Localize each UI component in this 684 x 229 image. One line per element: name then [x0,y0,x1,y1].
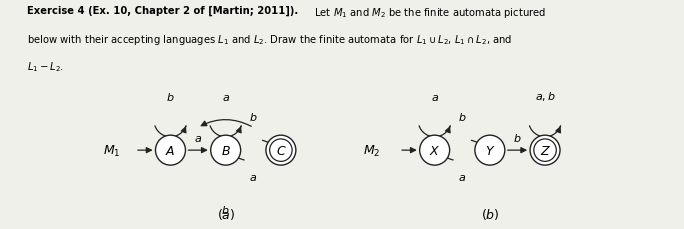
Circle shape [530,136,560,165]
Text: $(a)$: $(a)$ [217,206,235,221]
Text: $\it{C}$: $\it{C}$ [276,144,286,157]
Text: $\it{A}$: $\it{A}$ [166,144,176,157]
Text: $a$: $a$ [431,93,438,102]
Text: $a$: $a$ [194,134,202,143]
Text: $b$: $b$ [249,110,258,122]
Text: $M_2$: $M_2$ [363,143,380,158]
Text: $a$: $a$ [458,172,466,182]
Text: below with their accepting languages $L_1$ and $L_2$. Draw the finite automata f: below with their accepting languages $L_… [27,33,513,47]
Text: $\it{Z}$: $\it{Z}$ [540,144,551,157]
Text: Exercise 4 (Ex. 10, Chapter 2 of [Martin; 2011]).: Exercise 4 (Ex. 10, Chapter 2 of [Martin… [27,6,299,16]
Text: $a, b$: $a, b$ [534,90,555,102]
Text: $M_1$: $M_1$ [103,143,120,158]
Text: Let $M_1$ and $M_2$ be the finite automata pictured: Let $M_1$ and $M_2$ be the finite automa… [311,6,547,20]
Text: $\it{B}$: $\it{B}$ [221,144,231,157]
Text: $(b)$: $(b)$ [481,206,499,221]
Circle shape [211,136,241,165]
Text: $b$: $b$ [513,131,522,143]
Circle shape [266,136,296,165]
Text: $b$: $b$ [166,90,174,102]
Text: $L_1-L_2$.: $L_1-L_2$. [27,60,64,74]
Text: $\it{Y}$: $\it{Y}$ [485,144,495,157]
Text: $a$: $a$ [222,93,230,102]
Circle shape [420,136,449,165]
Text: $b$: $b$ [458,110,466,122]
Text: $a$: $a$ [249,172,257,182]
Circle shape [155,136,185,165]
Text: $b$: $b$ [222,204,230,215]
Text: $\it{X}$: $\it{X}$ [429,144,440,157]
Circle shape [475,136,505,165]
